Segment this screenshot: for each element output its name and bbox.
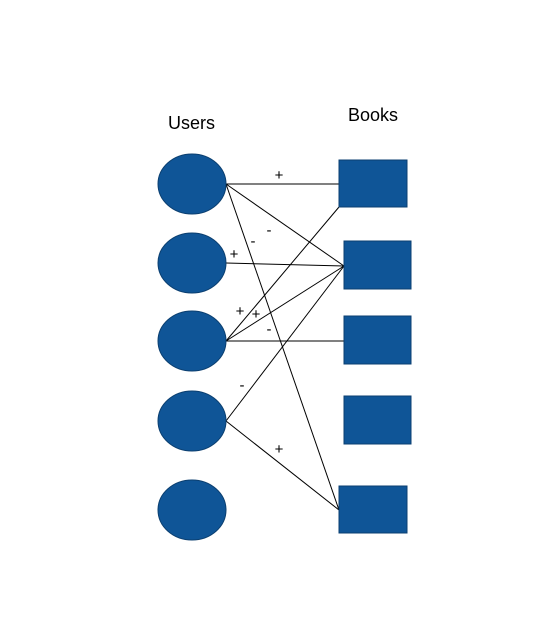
- edge-sign-user-3-book-1: +: [236, 303, 245, 320]
- edge-sign-user-1-book-2: -: [251, 233, 256, 250]
- user-node-2: [157, 232, 227, 294]
- edge-sign-user-3-book-2: +: [252, 306, 261, 323]
- books-column-title: Books: [348, 105, 398, 125]
- edge-sign-user-4-book-2: -: [240, 377, 245, 394]
- book-node-1: [338, 159, 408, 208]
- book-node-2: [343, 240, 412, 290]
- users-column-title: Users: [168, 113, 215, 133]
- book-node-5: [338, 485, 408, 534]
- book-node-4: [343, 395, 412, 445]
- edge-user-3-book-2: [225, 265, 345, 342]
- edge-sign-user-1-book-1: +: [275, 167, 284, 184]
- edge-sign-user-1-book-5: -: [267, 222, 272, 239]
- user-node-5: [157, 479, 227, 541]
- edge-sign-user-3-book-3: -: [267, 321, 272, 338]
- user-node-4: [157, 390, 227, 452]
- nodes-layer: [157, 153, 412, 541]
- edge-user-4-book-2: [225, 265, 345, 422]
- edge-user-2-book-2: [225, 262, 345, 267]
- edge-user-3-book-1: [225, 206, 340, 342]
- edges-layer: [225, 183, 345, 511]
- edge-labels-layer: +--++ +--+: [230, 167, 284, 458]
- user-node-3: [157, 310, 227, 372]
- edge-sign-user-4-book-5: +: [275, 441, 284, 458]
- book-node-3: [343, 315, 412, 365]
- user-node-1: [157, 153, 227, 215]
- edge-user-4-book-5: [225, 420, 340, 511]
- edge-sign-user-2-book-2: +: [230, 246, 239, 263]
- edge-user-1-book-2: [225, 183, 345, 267]
